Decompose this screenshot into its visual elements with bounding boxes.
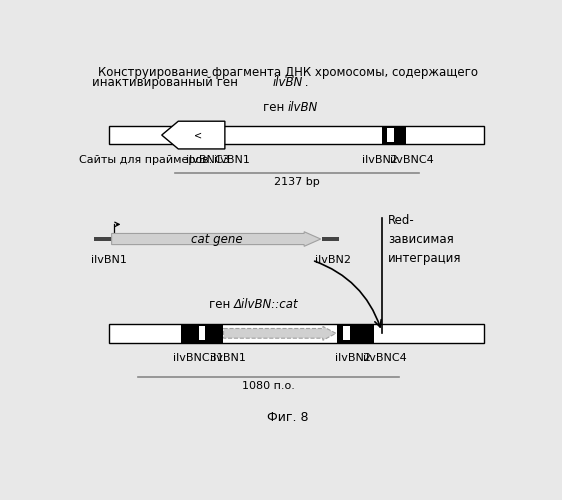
Text: Фиг. 8: Фиг. 8 <box>268 411 309 424</box>
Text: ilvBNC31: ilvBNC31 <box>173 354 223 364</box>
Bar <box>199 326 205 340</box>
Text: ilvBNC4: ilvBNC4 <box>391 155 434 165</box>
Bar <box>343 326 350 340</box>
Bar <box>337 324 374 342</box>
Bar <box>387 128 394 142</box>
Text: инактивированный ген: инактивированный ген <box>92 76 242 89</box>
Bar <box>182 324 223 342</box>
Text: ilvBNC4: ilvBNC4 <box>363 354 407 364</box>
Text: ilvBN1: ilvBN1 <box>211 354 246 364</box>
Text: 1080 п.о.: 1080 п.о. <box>242 382 295 392</box>
Text: ilvBNC3: ilvBNC3 <box>185 155 229 165</box>
Text: cat gene: cat gene <box>191 232 242 245</box>
Text: ilvBN: ilvBN <box>288 100 318 114</box>
Text: ген: ген <box>209 298 234 310</box>
Bar <box>382 126 406 144</box>
Text: Конструирование фрагмента ДНК хромосомы, содержащего: Конструирование фрагмента ДНК хромосомы,… <box>98 66 478 79</box>
Text: ΔilvBN::cat: ΔilvBN::cat <box>234 298 298 310</box>
Text: ilvBN2: ilvBN2 <box>315 255 351 265</box>
Text: Red-
зависимая
интеграция: Red- зависимая интеграция <box>388 214 462 264</box>
Bar <box>192 126 220 144</box>
Bar <box>322 236 339 242</box>
Polygon shape <box>112 232 321 246</box>
Text: ilvBN1: ilvBN1 <box>214 155 250 165</box>
Polygon shape <box>224 326 336 340</box>
Text: ген: ген <box>263 100 288 114</box>
Text: Сайты для праймеров:: Сайты для праймеров: <box>79 155 212 165</box>
Text: .: . <box>301 76 309 89</box>
Text: ilvBN1: ilvBN1 <box>91 255 127 265</box>
Polygon shape <box>162 121 225 149</box>
Text: <: < <box>193 130 202 140</box>
Text: 2137 bp: 2137 bp <box>274 178 320 188</box>
Bar <box>94 236 112 242</box>
Bar <box>110 126 484 144</box>
Bar <box>110 324 484 342</box>
Text: ilvBN: ilvBN <box>273 76 303 89</box>
Text: ilvBN2: ilvBN2 <box>335 354 371 364</box>
Text: ilvBN2: ilvBN2 <box>362 155 398 165</box>
